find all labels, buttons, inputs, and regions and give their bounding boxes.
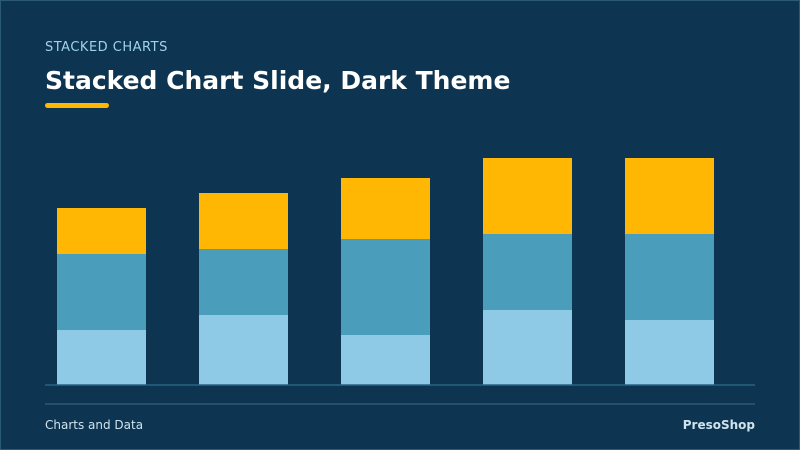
bar-segment bbox=[57, 208, 146, 254]
bar-segment bbox=[57, 330, 146, 385]
bar-segment bbox=[199, 193, 288, 249]
bar-segment bbox=[625, 320, 714, 385]
bar-segment bbox=[57, 254, 146, 330]
bar-segment bbox=[625, 158, 714, 234]
footer-right: PresoShop bbox=[683, 418, 756, 432]
bar-segment bbox=[341, 239, 430, 335]
title-underline bbox=[45, 103, 109, 108]
eyebrow: STACKED CHARTS bbox=[45, 40, 168, 55]
bar-segment bbox=[341, 178, 430, 239]
bar-segment bbox=[625, 234, 714, 320]
bar-segment bbox=[199, 249, 288, 315]
chart bbox=[57, 158, 714, 385]
bar-segment bbox=[483, 158, 572, 234]
bar-segment bbox=[199, 315, 288, 385]
bar-segment bbox=[483, 310, 572, 385]
footer-left: Charts and Data bbox=[45, 418, 143, 432]
slide-title: Stacked Chart Slide, Dark Theme bbox=[45, 66, 510, 95]
bar-segment bbox=[483, 234, 572, 310]
bar-segment bbox=[341, 335, 430, 385]
